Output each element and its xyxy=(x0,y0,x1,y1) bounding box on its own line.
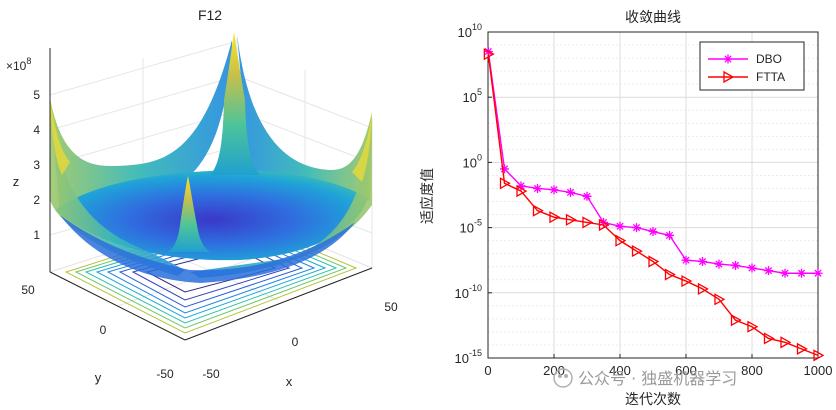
point-ftta-4 xyxy=(549,211,561,224)
z-tick-3: 3 xyxy=(33,158,40,172)
x-tick-label-4: 800 xyxy=(741,363,763,378)
x-tick-50: 50 xyxy=(384,300,398,314)
point-dbo-4 xyxy=(549,185,559,195)
z-tick-5: 5 xyxy=(33,88,40,102)
y-axis-label: y xyxy=(95,370,102,385)
x-tick-label-5: 1000 xyxy=(804,363,833,378)
watermark-logo-icon-inner-2 xyxy=(564,374,568,378)
point-dbo-10 xyxy=(648,227,658,237)
point-dbo-9 xyxy=(632,223,641,233)
point-ftta-14 xyxy=(714,293,726,306)
point-dbo-3 xyxy=(533,183,542,193)
point-ftta-0 xyxy=(483,48,495,61)
point-ftta-2 xyxy=(516,184,528,198)
legend-item-ftta xyxy=(708,70,748,84)
series-ftta xyxy=(483,48,825,362)
point-dbo-2 xyxy=(516,181,526,191)
legend-box xyxy=(699,41,805,91)
y-tick-neg50: -50 xyxy=(156,367,174,381)
point-ftta-8 xyxy=(615,234,627,247)
surface xyxy=(50,32,372,283)
point-ftta-7 xyxy=(598,218,610,232)
y-tick-label-3: 10-5 xyxy=(460,218,482,236)
y-tick-label-1: 105 xyxy=(463,87,482,105)
legend-label-ftta: FTTA xyxy=(756,70,785,84)
watermark-logo-icon xyxy=(553,368,573,388)
point-dbo-15 xyxy=(731,260,740,270)
y-tick-label-4: 10-10 xyxy=(455,283,482,301)
z-tick-4: 4 xyxy=(33,123,40,137)
point-ftta-5 xyxy=(565,213,577,226)
legend-marker-ftta xyxy=(723,70,735,84)
convergence-x-label: 迭代次数 xyxy=(625,392,681,408)
point-dbo-1 xyxy=(500,164,509,174)
point-dbo-17 xyxy=(764,266,773,276)
legend-item-dbo xyxy=(708,54,748,64)
point-ftta-3 xyxy=(532,204,544,217)
surface-plot: F12 ×108 z y x 5 4 3 2 1 50 0 -50 -50 0 … xyxy=(6,7,398,389)
point-dbo-18 xyxy=(780,268,790,278)
y-ticks: 1010 105 100 10-5 10-10 10-15 xyxy=(455,22,492,366)
point-dbo-13 xyxy=(698,257,707,267)
point-dbo-14 xyxy=(714,259,724,269)
point-ftta-9 xyxy=(631,244,643,258)
x-tick-label-0: 0 xyxy=(484,363,491,378)
point-dbo-5 xyxy=(566,187,575,197)
x-tick-label-2: 400 xyxy=(609,363,631,378)
convergence-title: 收敛曲线 xyxy=(625,10,681,26)
series-dbo xyxy=(483,47,823,278)
point-ftta-17 xyxy=(763,332,775,345)
y-tick-label-0: 1010 xyxy=(458,22,482,40)
point-ftta-6 xyxy=(582,216,594,229)
point-dbo-19 xyxy=(797,268,806,278)
point-dbo-16 xyxy=(747,263,757,273)
legend-label-dbo: DBO xyxy=(756,52,782,66)
point-ftta-19 xyxy=(796,342,808,355)
y-tick-label-2: 100 xyxy=(463,152,482,170)
convergence-plot: 0 200 400 600 800 1000 101010510010-510-1010-… xyxy=(419,10,832,408)
series-layer xyxy=(483,47,825,362)
plot-area-frame xyxy=(487,31,819,359)
point-dbo-20 xyxy=(813,268,823,278)
z-tick-2: 2 xyxy=(33,193,40,207)
z-ticks: 5 4 3 2 1 xyxy=(33,88,40,242)
point-ftta-11 xyxy=(664,268,676,281)
point-ftta-12 xyxy=(681,274,693,288)
point-ftta-20 xyxy=(813,349,825,362)
point-dbo-6 xyxy=(582,191,592,201)
axes-3d xyxy=(49,48,373,341)
point-dbo-11 xyxy=(665,230,674,240)
watermark-logo-icon-inner xyxy=(558,374,562,378)
x-tick-0: 0 xyxy=(292,335,299,349)
z-exponent-label: ×108 xyxy=(6,56,31,73)
z-axis-label: z xyxy=(13,174,20,189)
x-ticks: 0 200 400 600 800 1000 xyxy=(484,354,832,378)
point-ftta-18 xyxy=(780,336,792,349)
x-ticks: -50 0 50 xyxy=(202,300,398,381)
point-ftta-15 xyxy=(730,314,742,327)
z-tick-1: 1 xyxy=(33,228,40,242)
watermark: 公众号 · 独盛机器学习 xyxy=(553,368,737,388)
watermark-text: 公众号 · 独盛机器学习 xyxy=(578,369,737,388)
y-tick-0: 0 xyxy=(100,323,107,337)
y-ticks: 50 0 -50 xyxy=(21,283,174,381)
point-ftta-10 xyxy=(648,255,660,268)
convergence-y-label: 适应度值 xyxy=(419,168,436,224)
x-axis-label: x xyxy=(286,374,293,389)
legend-items xyxy=(708,54,748,84)
point-ftta-1 xyxy=(499,177,511,190)
series-line-ftta xyxy=(487,54,819,357)
y-tick-50: 50 xyxy=(21,283,35,297)
point-ftta-13 xyxy=(697,282,709,295)
point-dbo-8 xyxy=(615,221,625,231)
x-tick-neg50: -50 xyxy=(202,367,220,381)
legend-marker-dbo xyxy=(723,54,733,64)
point-dbo-12 xyxy=(681,255,691,265)
x-tick-label-3: 600 xyxy=(675,363,697,378)
legend: DBO FTTA xyxy=(699,41,805,91)
surface-title: F12 xyxy=(198,7,222,23)
y-tick-label-5: 10-15 xyxy=(455,348,482,366)
point-ftta-16 xyxy=(747,320,759,333)
